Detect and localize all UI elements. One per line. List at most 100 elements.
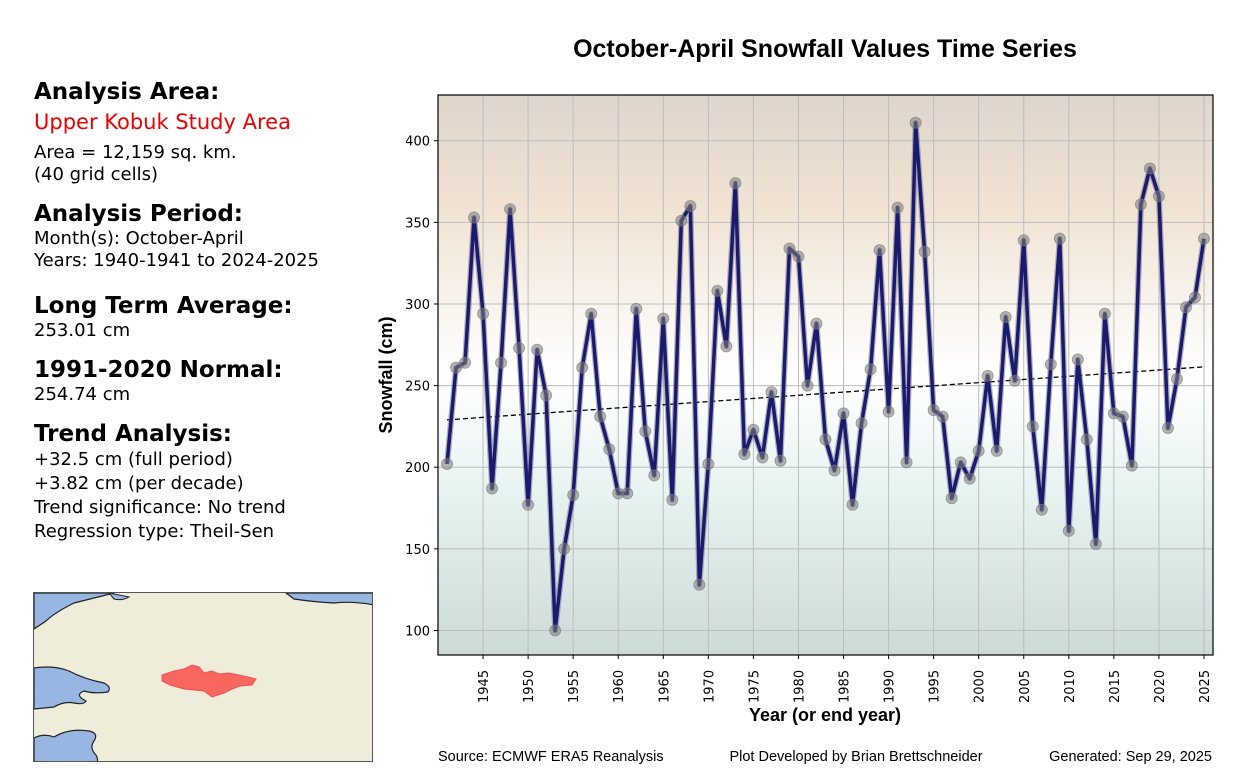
x-tick-label: 1955 xyxy=(567,670,582,703)
data-point xyxy=(468,211,481,224)
x-tick-label: 2010 xyxy=(1063,670,1078,703)
info-panel: Analysis Area: Upper Kobuk Study Area Ar… xyxy=(34,78,394,544)
data-point xyxy=(927,404,940,417)
normal-heading: 1991-2020 Normal: xyxy=(34,357,283,383)
x-tick-label: 2025 xyxy=(1198,670,1213,703)
x-tick-label: 1980 xyxy=(792,670,807,703)
x-tick-label: 2020 xyxy=(1153,670,1168,703)
period-heading: Analysis Period: xyxy=(34,201,243,227)
data-point xyxy=(504,203,517,216)
data-point xyxy=(450,361,463,374)
data-point xyxy=(567,489,580,501)
x-tick-label: 2000 xyxy=(973,670,988,703)
area-name: Upper Kobuk Study Area xyxy=(34,110,291,134)
data-point xyxy=(1080,433,1093,446)
data-point xyxy=(495,356,508,369)
data-point xyxy=(594,410,607,423)
data-point xyxy=(963,472,976,485)
data-point xyxy=(864,363,877,376)
data-point xyxy=(648,469,661,482)
grid-cells: (40 grid cells) xyxy=(34,164,158,185)
chart-title: October-April Snowfall Values Time Serie… xyxy=(573,35,1077,63)
data-point xyxy=(1035,503,1048,516)
data-point xyxy=(549,624,562,637)
y-tick-label: 150 xyxy=(405,543,430,558)
regression-type: Regression type: Theil-Sen xyxy=(34,521,275,542)
x-tick-label: 1965 xyxy=(657,670,672,703)
data-point xyxy=(675,214,688,227)
data-point xyxy=(702,457,715,470)
y-tick-label: 350 xyxy=(405,216,430,231)
data-point xyxy=(891,201,904,214)
data-point xyxy=(459,356,472,369)
data-point xyxy=(513,342,526,355)
data-point xyxy=(1161,422,1174,435)
x-tick-label: 1995 xyxy=(928,670,943,703)
period-years: Years: 1940-1941 to 2024-2025 xyxy=(34,250,320,271)
data-point xyxy=(576,361,589,374)
data-point xyxy=(1170,373,1183,386)
data-point xyxy=(1008,374,1021,387)
data-point xyxy=(1197,232,1210,245)
data-point xyxy=(1026,420,1039,433)
data-point xyxy=(639,425,652,438)
series-group xyxy=(441,116,1210,637)
data-point xyxy=(657,312,670,325)
area-heading: Analysis Area: xyxy=(34,79,220,105)
data-point xyxy=(720,340,733,353)
map-water-sound xyxy=(34,666,110,710)
x-tick-label: 1950 xyxy=(522,670,537,703)
data-point xyxy=(522,498,535,511)
x-tick-label: 1985 xyxy=(838,670,853,703)
data-point xyxy=(792,250,805,263)
data-point xyxy=(972,444,985,457)
data-point xyxy=(729,177,742,190)
data-point xyxy=(990,444,1003,457)
data-point xyxy=(1125,459,1138,472)
trend-significance: Trend significance: No trend xyxy=(34,497,286,518)
data-point xyxy=(954,456,967,469)
x-tick-label: 1975 xyxy=(747,670,762,703)
plot-background xyxy=(438,95,1213,655)
data-point xyxy=(1116,410,1129,423)
data-point xyxy=(603,443,616,456)
data-point xyxy=(531,343,544,356)
data-point xyxy=(981,369,994,382)
y-tick-label: 400 xyxy=(405,135,430,150)
data-point xyxy=(1179,301,1192,314)
trend-full-period: +32.5 cm (full period) xyxy=(34,449,233,470)
y-tick-label: 300 xyxy=(405,298,430,313)
data-point xyxy=(909,116,922,129)
data-point xyxy=(1134,198,1147,211)
average-heading: Long Term Average: xyxy=(34,293,293,319)
data-point xyxy=(666,493,679,506)
data-point xyxy=(585,307,598,320)
data-point xyxy=(801,379,814,392)
data-point xyxy=(1062,524,1075,537)
data-point xyxy=(558,542,571,555)
data-point xyxy=(756,451,769,464)
footer-source: Source: ECMWF ERA5 Reanalysis xyxy=(438,749,664,765)
data-point xyxy=(918,245,931,258)
data-point xyxy=(765,386,778,399)
plot-frame xyxy=(437,94,1214,656)
data-point xyxy=(810,317,823,330)
trend-per-decade: +3.82 cm (per decade) xyxy=(34,473,244,494)
footer-generated: Generated: Sep 29, 2025 xyxy=(1049,749,1212,765)
trend-heading: Trend Analysis: xyxy=(34,421,232,447)
data-point xyxy=(882,405,895,418)
data-point xyxy=(1152,190,1165,203)
data-point xyxy=(1188,291,1201,304)
data-point xyxy=(1017,234,1030,247)
data-point xyxy=(999,311,1012,324)
y-tick-label: 100 xyxy=(405,625,430,640)
data-point xyxy=(1044,358,1057,371)
x-axis-label: Year (or end year) xyxy=(749,705,901,725)
data-point xyxy=(774,454,787,467)
data-point xyxy=(1098,307,1111,320)
data-point xyxy=(693,578,706,591)
x-tick-label: 1945 xyxy=(477,670,492,703)
y-tick-label: 200 xyxy=(405,461,430,476)
data-point xyxy=(945,492,958,505)
data-point xyxy=(819,433,832,446)
